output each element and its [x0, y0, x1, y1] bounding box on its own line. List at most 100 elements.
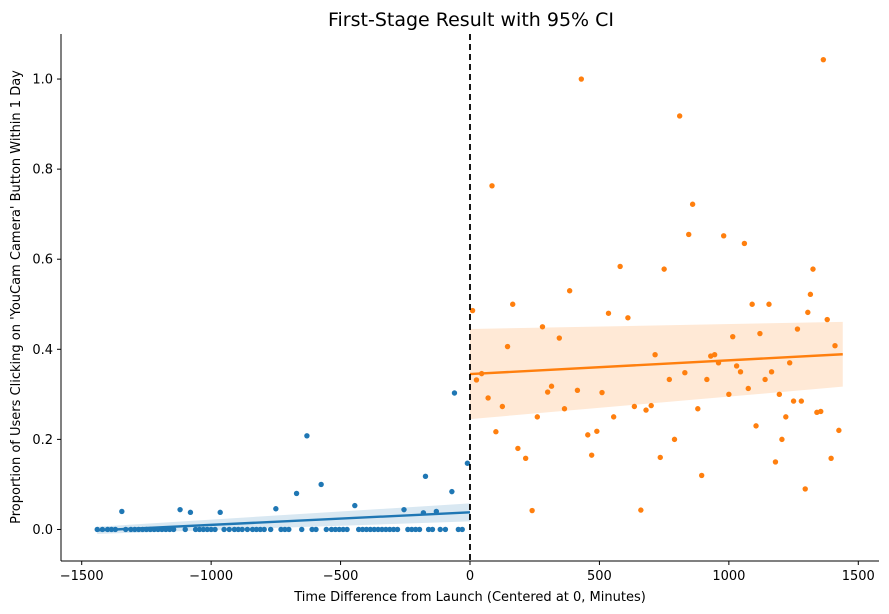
scatter-point	[832, 342, 838, 349]
scatter-point	[657, 454, 663, 461]
x-ticks: −1500 −1000 −500 0 500 1000 1500	[60, 561, 875, 584]
scatter-point	[208, 526, 214, 533]
scatter-point	[235, 526, 242, 533]
scatter-point	[631, 403, 638, 410]
scatter-point	[442, 526, 449, 533]
scatter-point	[217, 509, 223, 516]
scatter-point	[244, 526, 251, 533]
scatter-point	[313, 526, 319, 533]
scatter-point	[790, 398, 797, 404]
x-tick-label: 0	[466, 569, 474, 584]
scatter-point	[375, 526, 381, 533]
x-tick-label: −1000	[189, 569, 233, 584]
scatter-point	[257, 526, 264, 533]
fit-line	[97, 511, 471, 532]
scatter-point	[802, 486, 808, 492]
scatter-point	[504, 343, 511, 350]
x-tick-label: 1500	[842, 569, 875, 584]
ci-band	[470, 321, 843, 420]
scatter-point	[807, 291, 814, 298]
scatter-point	[753, 423, 759, 429]
scatter-point	[493, 429, 499, 435]
scatter-point	[711, 352, 718, 358]
y-tick-label: 0.8	[32, 163, 53, 178]
scatter-point	[119, 508, 125, 515]
scatter-point	[741, 240, 748, 247]
chart-title: First-Stage Result with 95% CI	[328, 9, 614, 31]
scatter-point	[566, 288, 573, 294]
scatter-point	[810, 266, 816, 272]
scatter-point	[617, 263, 623, 270]
scatter-point	[340, 526, 346, 533]
scatter-point	[733, 363, 740, 369]
scatter-point	[766, 301, 772, 307]
scatter-point	[261, 526, 267, 533]
scatter-point	[401, 506, 407, 513]
x-tick-label: −1500	[60, 569, 104, 584]
scatter-point	[177, 506, 183, 513]
scatter-point	[344, 526, 350, 533]
scatter-point	[695, 406, 701, 412]
scatter-point	[422, 473, 429, 480]
scatter-point	[805, 309, 811, 316]
scatter-point	[737, 369, 744, 375]
scatter-point	[599, 389, 605, 396]
scatter-point	[394, 526, 401, 533]
scatter-point	[469, 307, 476, 314]
fit-lines	[97, 353, 843, 532]
scatter-point	[666, 376, 673, 383]
scatter-point	[371, 526, 377, 533]
scatter-point	[273, 506, 279, 512]
scatter-point	[610, 414, 617, 420]
scatter-point	[828, 455, 834, 462]
scatter-point	[522, 455, 529, 462]
scatter-point	[405, 526, 411, 533]
scatter-point	[643, 407, 649, 413]
scatter-point	[594, 428, 600, 434]
scatter-point	[293, 490, 300, 497]
scatter-point	[588, 452, 595, 458]
scatter-point	[794, 326, 801, 332]
scatter-point	[585, 432, 591, 438]
y-tick-label: 0.6	[32, 253, 53, 268]
scatter-point	[299, 526, 305, 533]
scatter-point	[212, 526, 218, 533]
scatter-point	[544, 389, 551, 395]
scatter-point	[323, 526, 330, 533]
scatter-points	[94, 56, 842, 533]
scatter-point	[170, 526, 177, 533]
y-tick-label: 1.0	[32, 73, 53, 88]
scatter-point	[425, 526, 432, 533]
scatter-point	[328, 526, 335, 533]
scatter-point	[704, 376, 710, 383]
scatter-point	[499, 403, 506, 410]
scatter-point	[451, 390, 458, 396]
scatter-point	[561, 406, 568, 412]
scatter-point	[196, 526, 203, 533]
scatter-point	[820, 56, 827, 63]
scatter-point	[578, 76, 585, 82]
y-axis-label: Proportion of Users Clicking on 'YouCam …	[9, 70, 24, 524]
scatter-point	[515, 445, 521, 452]
scatter-point	[459, 526, 465, 533]
scatter-point	[226, 526, 232, 533]
scatter-point	[286, 526, 292, 533]
scatter-point	[429, 526, 436, 533]
scatter-point	[363, 526, 370, 533]
scatter-point	[409, 526, 415, 533]
scatter-point	[200, 526, 207, 533]
y-tick-label: 0.2	[32, 433, 53, 448]
scatter-point	[318, 481, 324, 488]
scatter-point	[231, 526, 238, 533]
scatter-point	[786, 360, 793, 366]
scatter-point	[745, 385, 751, 392]
scatter-point	[772, 459, 779, 465]
scatter-point	[437, 526, 443, 533]
scatter-point	[449, 488, 455, 495]
scatter-point	[455, 526, 462, 533]
scatter-point	[776, 391, 783, 398]
scatter-point	[187, 509, 194, 516]
scatter-point	[556, 335, 563, 341]
scatter-point	[416, 526, 423, 533]
y-tick-label: 0.0	[32, 523, 53, 538]
